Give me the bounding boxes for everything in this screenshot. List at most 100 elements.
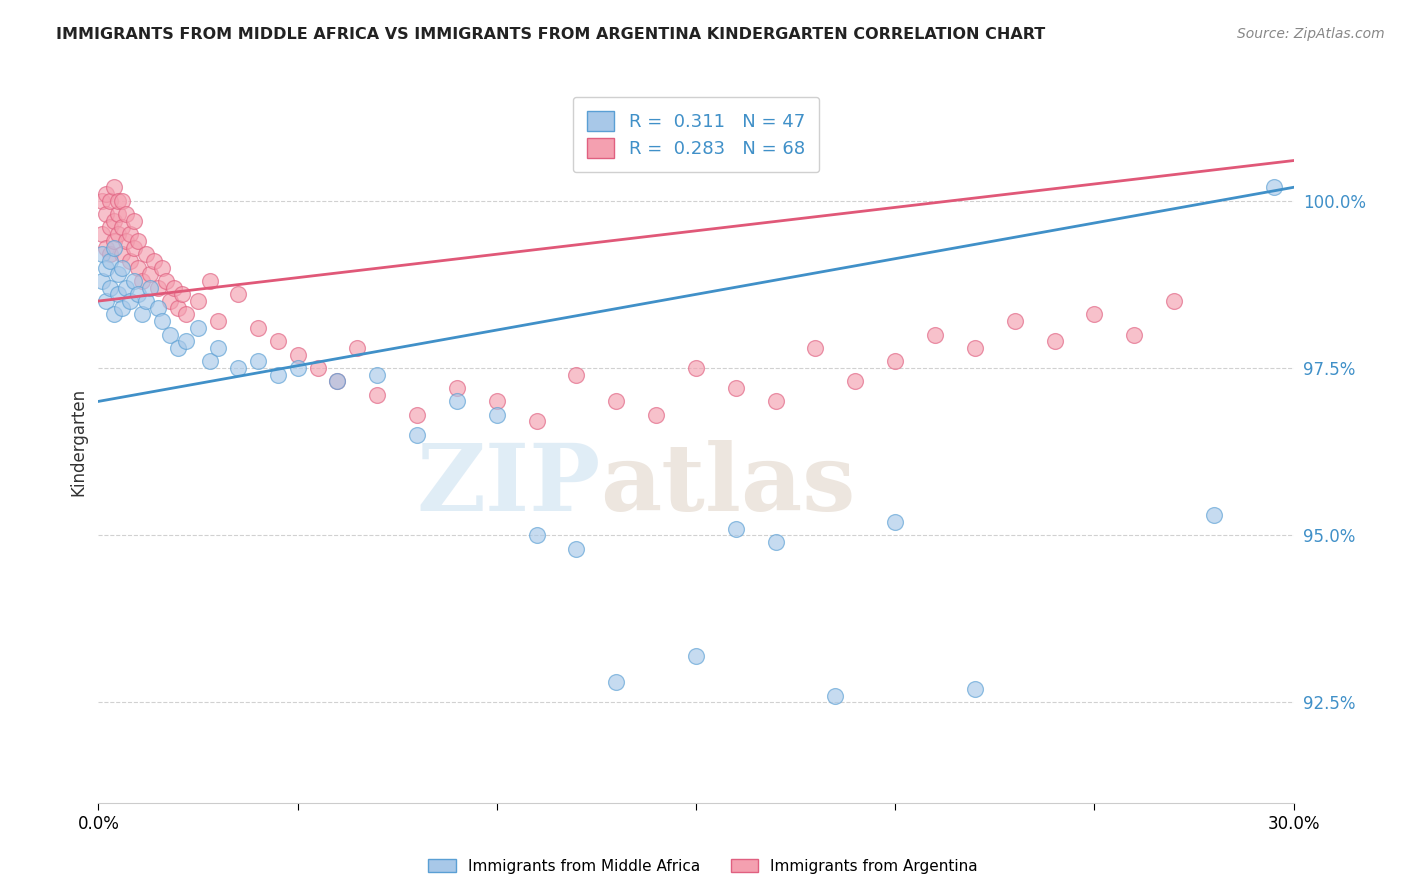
Point: [167, 341, 190, 355]
Point: [565, 541, 588, 556]
Point: [246, 354, 269, 368]
Text: atlas: atlas: [600, 440, 856, 530]
Point: [131, 308, 153, 322]
Point: [115, 280, 138, 294]
Point: [98, 247, 122, 261]
Point: [139, 267, 162, 281]
Point: [844, 374, 866, 388]
Point: [485, 408, 508, 422]
Point: [884, 515, 907, 529]
Point: [406, 408, 429, 422]
Point: [174, 334, 197, 348]
Point: [155, 274, 177, 288]
Point: [150, 260, 173, 275]
Point: [884, 354, 907, 368]
Point: [115, 207, 138, 221]
Point: [124, 213, 146, 227]
Point: [1123, 327, 1146, 342]
Point: [107, 267, 129, 281]
Point: [120, 293, 142, 308]
Point: [96, 293, 118, 308]
Point: [111, 247, 134, 261]
Point: [98, 194, 122, 208]
Point: [724, 381, 747, 395]
Point: [127, 287, 149, 301]
Point: [526, 414, 548, 428]
Point: [107, 194, 129, 208]
Point: [287, 347, 309, 361]
Point: [565, 368, 588, 382]
Point: [163, 280, 186, 294]
Point: [605, 675, 627, 690]
Point: [127, 260, 149, 275]
Point: [366, 387, 388, 401]
Point: [167, 301, 190, 315]
Point: [326, 374, 349, 388]
Point: [111, 194, 134, 208]
Point: [135, 293, 157, 308]
Point: [1043, 334, 1066, 348]
Point: [103, 240, 125, 254]
Point: [1083, 308, 1105, 322]
Point: [207, 341, 229, 355]
Point: [765, 394, 787, 409]
Point: [226, 287, 249, 301]
Point: [267, 334, 290, 348]
Point: [366, 368, 388, 382]
Point: [207, 314, 229, 328]
Point: [111, 220, 134, 235]
Point: [98, 280, 122, 294]
Point: [198, 274, 221, 288]
Point: [1004, 314, 1026, 328]
Point: [111, 301, 134, 315]
Point: [187, 321, 209, 335]
Legend: Immigrants from Middle Africa, Immigrants from Argentina: Immigrants from Middle Africa, Immigrant…: [422, 853, 984, 880]
Point: [91, 227, 114, 241]
Point: [103, 213, 125, 227]
Point: [107, 227, 129, 241]
Point: [148, 280, 170, 294]
Point: [150, 314, 173, 328]
Point: [307, 360, 329, 375]
Point: [139, 280, 162, 294]
Point: [804, 341, 827, 355]
Point: [267, 368, 290, 382]
Point: [685, 648, 707, 663]
Point: [131, 274, 153, 288]
Point: [1163, 293, 1185, 308]
Point: [159, 327, 181, 342]
Point: [96, 187, 118, 202]
Point: [96, 207, 118, 221]
Point: [124, 240, 146, 254]
Point: [103, 180, 125, 194]
Point: [645, 408, 668, 422]
Text: IMMIGRANTS FROM MIDDLE AFRICA VS IMMIGRANTS FROM ARGENTINA KINDERGARTEN CORRELAT: IMMIGRANTS FROM MIDDLE AFRICA VS IMMIGRA…: [56, 27, 1046, 42]
Point: [198, 354, 221, 368]
Point: [824, 689, 846, 703]
Point: [287, 360, 309, 375]
Point: [226, 360, 249, 375]
Text: ZIP: ZIP: [416, 440, 600, 530]
Point: [148, 301, 170, 315]
Point: [446, 381, 468, 395]
Point: [120, 253, 142, 268]
Point: [111, 260, 134, 275]
Point: [406, 427, 429, 442]
Point: [96, 260, 118, 275]
Point: [98, 220, 122, 235]
Point: [172, 287, 194, 301]
Point: [115, 234, 138, 248]
Point: [159, 293, 181, 308]
Y-axis label: Kindergarten: Kindergarten: [69, 387, 87, 496]
Point: [765, 534, 787, 549]
Point: [724, 522, 747, 536]
Legend: R =  0.311   N = 47, R =  0.283   N = 68: R = 0.311 N = 47, R = 0.283 N = 68: [572, 96, 820, 172]
Point: [446, 394, 468, 409]
Point: [124, 274, 146, 288]
Point: [120, 227, 142, 241]
Point: [91, 247, 114, 261]
Point: [103, 308, 125, 322]
Point: [143, 253, 166, 268]
Point: [98, 253, 122, 268]
Text: Source: ZipAtlas.com: Source: ZipAtlas.com: [1237, 27, 1385, 41]
